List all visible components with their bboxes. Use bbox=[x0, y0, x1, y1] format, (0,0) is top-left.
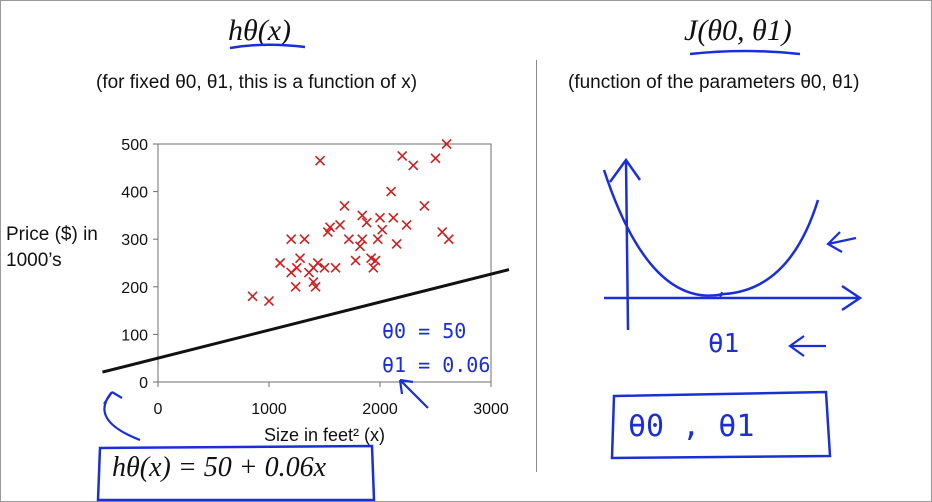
data-point bbox=[354, 241, 366, 252]
data-point bbox=[286, 234, 297, 245]
cost-function-title: J(θ0, θ1) bbox=[684, 14, 792, 47]
data-point bbox=[357, 210, 368, 221]
x-tick-label: 3000 bbox=[473, 401, 509, 418]
y-tick-label: 0 bbox=[139, 375, 148, 392]
minimum-tick bbox=[719, 291, 723, 299]
data-point bbox=[339, 200, 350, 211]
theta0-note: θ0 = 50 bbox=[382, 319, 466, 343]
data-point bbox=[374, 212, 386, 223]
data-point bbox=[330, 262, 341, 273]
data-point bbox=[370, 255, 381, 266]
data-point bbox=[372, 234, 383, 245]
data-point bbox=[291, 262, 302, 273]
data-point bbox=[310, 281, 321, 292]
theta1-note: θ1 = 0.06 bbox=[382, 353, 490, 377]
data-point bbox=[290, 281, 301, 292]
data-point bbox=[314, 155, 326, 166]
data-point bbox=[388, 212, 399, 223]
data-point bbox=[408, 160, 419, 171]
hypothesis-line bbox=[102, 268, 510, 374]
cost-function-subtitle: (function of the parameters θ0, θ1) bbox=[568, 72, 860, 93]
data-point bbox=[275, 257, 286, 269]
data-point bbox=[401, 219, 412, 230]
curve-arrow bbox=[826, 231, 857, 253]
panel-divider bbox=[536, 60, 537, 472]
data-point bbox=[377, 224, 388, 235]
y-tick-label: 500 bbox=[121, 137, 148, 154]
data-point bbox=[343, 234, 354, 245]
data-point bbox=[319, 262, 330, 273]
data-point bbox=[357, 234, 368, 245]
y-tick-label: 400 bbox=[121, 185, 148, 202]
x-axis-label: Size in feet² (x) bbox=[264, 425, 385, 445]
y-tick-label: 300 bbox=[121, 232, 148, 249]
data-point bbox=[295, 253, 306, 264]
hypothesis-subtitle: (for fixed θ0, θ1, this is a function of… bbox=[96, 72, 418, 93]
title-underline-right bbox=[689, 49, 801, 56]
x-tick-label: 0 bbox=[154, 401, 163, 418]
data-point bbox=[443, 234, 454, 245]
hypothesis-title: hθ(x) bbox=[228, 14, 292, 47]
plot-frame bbox=[157, 143, 492, 383]
data-point bbox=[386, 186, 397, 197]
cost-sketch: θ1 θ0 , θ1 bbox=[602, 157, 863, 460]
theta1-axis bbox=[604, 284, 863, 312]
hypothesis-equation: hθ(x) = 50 + 0.06x bbox=[112, 452, 327, 483]
x-tick-label: 1000 bbox=[251, 401, 287, 418]
y-axis-label: Price ($) in 1000’s bbox=[6, 224, 98, 271]
data-point bbox=[247, 291, 258, 302]
y-tick-label: 200 bbox=[121, 280, 148, 297]
plot-area: 0 100 200 300 400 500 0 1000 2000 3000 Size in fee… bbox=[121, 137, 509, 445]
data-point bbox=[263, 296, 275, 307]
data-point bbox=[299, 234, 310, 245]
data-point bbox=[334, 219, 346, 230]
data-point bbox=[361, 217, 372, 228]
theta1-arrow bbox=[788, 335, 826, 357]
theta1-axis-label: θ1 bbox=[708, 329, 739, 359]
cost-curve bbox=[602, 169, 820, 297]
arrow-to-slope bbox=[398, 378, 429, 409]
parameters-label: θ0 , θ1 bbox=[628, 409, 754, 444]
data-point bbox=[430, 153, 441, 164]
equation-box bbox=[96, 444, 376, 502]
data-point bbox=[391, 238, 402, 250]
data-point bbox=[350, 255, 361, 266]
arrow-to-intercept bbox=[103, 391, 141, 442]
j-axis bbox=[608, 157, 642, 331]
x-tick-label: 2000 bbox=[362, 401, 398, 418]
y-tick-label: 100 bbox=[121, 327, 148, 344]
data-point bbox=[419, 200, 430, 211]
data-point bbox=[441, 138, 452, 150]
parameters-box bbox=[610, 390, 832, 460]
data-point bbox=[397, 150, 408, 161]
title-underline-left bbox=[229, 43, 306, 50]
data-point bbox=[312, 257, 323, 269]
data-point bbox=[324, 222, 336, 233]
data-point bbox=[368, 262, 379, 273]
